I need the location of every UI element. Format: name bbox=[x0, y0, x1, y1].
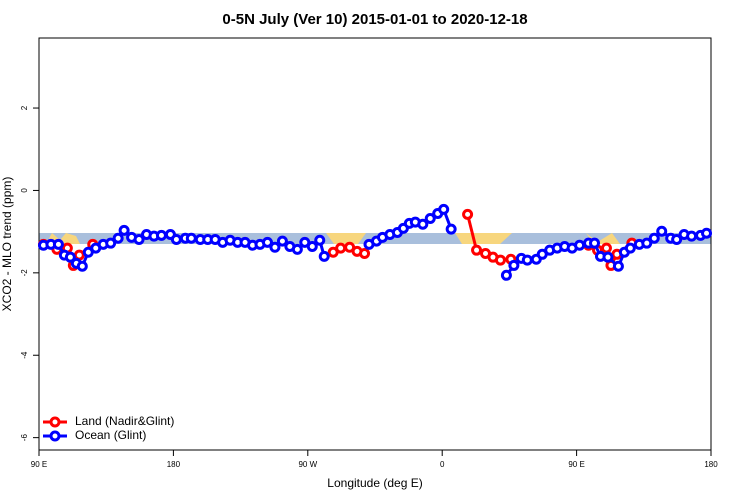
data-point bbox=[521, 254, 533, 266]
data-point bbox=[701, 227, 713, 239]
legend-marker bbox=[49, 430, 61, 442]
data-point bbox=[52, 238, 64, 250]
data-point bbox=[133, 233, 145, 245]
data-point bbox=[612, 260, 624, 272]
x-tick-label: 180 bbox=[704, 460, 718, 469]
data-point bbox=[671, 233, 683, 245]
y-tick-label: -2 bbox=[20, 269, 29, 277]
chart-title: 0-5N July (Ver 10) 2015-01-01 to 2020-12… bbox=[222, 11, 527, 28]
x-tick-label: 90 E bbox=[31, 460, 47, 469]
data-point bbox=[359, 247, 371, 259]
x-tick-label: 90 E bbox=[568, 460, 584, 469]
data-point bbox=[494, 254, 506, 266]
data-point bbox=[291, 243, 303, 255]
data-point bbox=[656, 225, 668, 237]
data-point bbox=[261, 236, 273, 248]
data-point bbox=[648, 232, 660, 244]
land-patches bbox=[46, 233, 620, 244]
y-tick-label: 0 bbox=[20, 188, 29, 193]
data-point bbox=[417, 218, 429, 230]
data-point bbox=[500, 269, 512, 281]
data-point bbox=[318, 250, 330, 262]
x-axis-label: Longitude (deg E) bbox=[327, 476, 422, 490]
data-point bbox=[508, 259, 520, 271]
y-tick-label: -4 bbox=[20, 351, 29, 359]
data-point bbox=[76, 260, 88, 272]
data-point bbox=[600, 242, 612, 254]
data-point bbox=[686, 230, 698, 242]
land-patch bbox=[326, 233, 366, 244]
legend-marker bbox=[49, 416, 61, 428]
data-point bbox=[462, 208, 474, 220]
y-tick-label: -6 bbox=[20, 434, 29, 442]
x-tick-label: 180 bbox=[167, 460, 181, 469]
data-point bbox=[602, 251, 614, 263]
legend-label: Ocean (Glint) bbox=[75, 428, 146, 442]
data-point bbox=[306, 240, 318, 252]
data-point bbox=[314, 234, 326, 246]
data-point bbox=[424, 212, 436, 224]
data-point bbox=[64, 251, 76, 263]
data-point bbox=[624, 242, 636, 254]
land-patch bbox=[455, 233, 512, 244]
data-point bbox=[589, 237, 601, 249]
data-point bbox=[471, 244, 483, 256]
data-point bbox=[105, 237, 117, 249]
data-point bbox=[641, 237, 653, 249]
y-axis-label: XCO2 - MLO trend (ppm) bbox=[0, 177, 14, 312]
data-point bbox=[155, 229, 167, 241]
legend-label: Land (Nadir&Glint) bbox=[75, 414, 174, 428]
x-tick-label: 0 bbox=[440, 460, 445, 469]
data-point bbox=[269, 241, 281, 253]
data-point bbox=[112, 232, 124, 244]
data-point bbox=[170, 233, 182, 245]
data-point bbox=[445, 223, 457, 235]
data-point bbox=[335, 242, 347, 254]
y-tick-label: 2 bbox=[20, 105, 29, 110]
data-point bbox=[276, 235, 288, 247]
data-point bbox=[118, 224, 130, 236]
x-tick-label: 90 W bbox=[298, 460, 317, 469]
data-point bbox=[185, 232, 197, 244]
data-point bbox=[574, 239, 586, 251]
data-point bbox=[438, 203, 450, 215]
